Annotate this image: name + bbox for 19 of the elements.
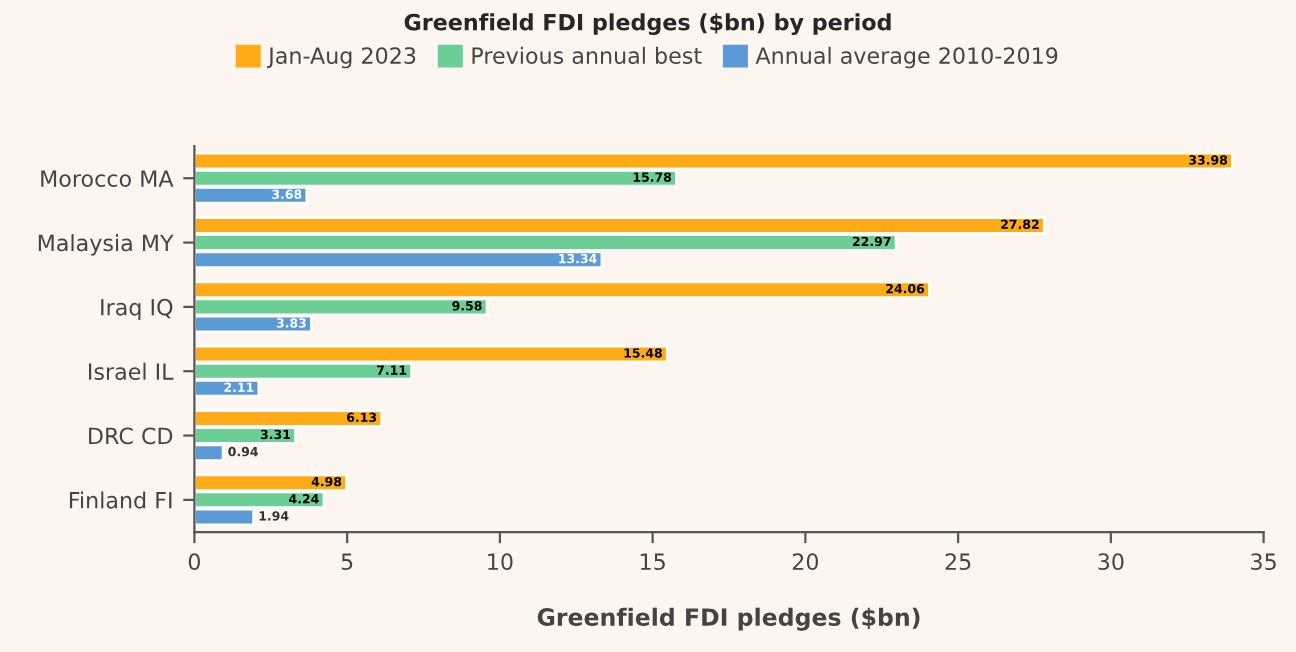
y-tick-label: DRC CD — [89, 427, 173, 445]
x-tick-label: 20 — [792, 553, 819, 571]
legend-title: Greenfield FDI pledges ($bn) by period — [404, 13, 891, 36]
legend-label: Annual average 2010-2019 — [755, 46, 1058, 69]
x-tick-label: 15 — [640, 553, 665, 571]
y-tick-label: Iraq IQ — [101, 298, 173, 320]
x-tick-label: 10 — [488, 553, 513, 571]
x-tick-label: 5 — [341, 553, 353, 571]
x-tick-label: 25 — [945, 553, 971, 571]
x-tick-label: 0 — [188, 553, 200, 571]
x-tick-label: 35 — [1251, 553, 1276, 571]
y-tick-label: Malaysia MY — [38, 234, 174, 256]
y-tick-label: Morocco MA — [41, 170, 174, 187]
legend-label: Previous annual best — [472, 46, 702, 64]
x-axis-title: Greenfield FDI pledges ($bn) — [537, 607, 920, 631]
legend-label: Jan-Aug 2023 — [267, 47, 416, 69]
y-tick-label: Israel IL — [89, 362, 174, 380]
x-tick-label: 30 — [1098, 553, 1124, 571]
y-tick-label: Finland FI — [69, 491, 172, 509]
